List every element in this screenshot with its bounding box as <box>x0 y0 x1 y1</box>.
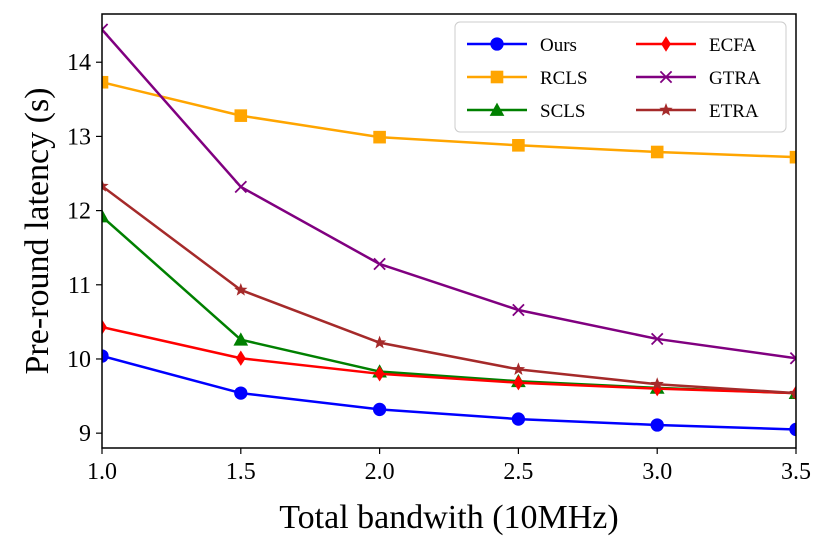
data-point-etra <box>789 386 796 399</box>
y-tick-label: 9 <box>79 421 91 447</box>
y-tick-label: 13 <box>67 124 91 150</box>
data-point-ours <box>372 402 387 417</box>
data-point-gtra <box>234 180 248 194</box>
series-gtra <box>102 23 796 365</box>
legend: Ours RCLS SCLS ECFA GTRA ETRA <box>454 21 787 133</box>
data-point-rcls <box>650 145 664 159</box>
x-tick-label: 3.0 <box>642 459 672 485</box>
series-line-ecfa <box>102 325 796 395</box>
data-point-ours <box>789 422 796 437</box>
legend-marker-gtra <box>659 70 673 84</box>
data-point-etra <box>511 362 526 376</box>
y-tick-label: 10 <box>67 347 91 373</box>
legend-marker-scls <box>489 102 505 116</box>
series-etra <box>102 179 796 399</box>
data-point-gtra <box>650 332 664 346</box>
data-point-rcls <box>373 130 386 144</box>
y-tick-label: 11 <box>68 273 91 299</box>
data-point-gtra <box>512 303 525 317</box>
data-point-ours <box>234 386 248 400</box>
y-tick-label: 12 <box>67 199 91 225</box>
legend-label: ECFA <box>709 35 756 56</box>
legend-label: SCLS <box>540 101 585 122</box>
legend-label: Ours <box>540 35 577 56</box>
legend-marker-rcls <box>490 70 504 84</box>
series-line-scls <box>102 215 796 395</box>
legend-item-ecfa: ECFA <box>636 35 756 56</box>
legend-box <box>454 21 787 133</box>
data-point-scls <box>102 209 110 223</box>
x-tick-label: 2.0 <box>365 459 395 485</box>
series-scls <box>102 209 796 399</box>
data-point-etra <box>234 282 248 296</box>
series-line-rcls <box>102 81 796 159</box>
y-tick-label: 14 <box>67 50 91 76</box>
legend-label: GTRA <box>709 68 761 89</box>
data-point-rcls <box>512 139 525 152</box>
data-point-ours <box>650 418 664 432</box>
legend-item-ours: Ours <box>467 35 577 56</box>
data-point-etra <box>650 377 664 390</box>
x-tick-label: 1.0 <box>87 459 117 485</box>
data-point-gtra <box>102 23 109 36</box>
x-axis-title: Total bandwith (10MHz) <box>279 499 618 536</box>
legend-label: ETRA <box>709 101 759 122</box>
data-point-rcls <box>102 75 109 89</box>
plot-area-frame <box>101 13 797 449</box>
legend-item-rcls: RCLS <box>467 68 588 89</box>
legend-item-scls: SCLS <box>467 101 585 122</box>
data-point-scls <box>233 332 249 346</box>
series-line-gtra <box>102 28 796 360</box>
data-point-ecfa <box>374 366 385 382</box>
series-line-ours <box>102 354 796 431</box>
series-line-etra <box>102 185 796 395</box>
axis-ticks: 1.0 1.5 2.0 2.5 3.0 3.5 9 10 11 12 13 14 <box>67 50 811 485</box>
legend-item-gtra: GTRA <box>636 68 761 89</box>
data-point-ecfa <box>513 375 524 391</box>
data-point-etra <box>102 179 109 192</box>
data-point-ours <box>102 349 109 363</box>
series-layer <box>102 23 796 437</box>
data-point-rcls <box>234 109 248 122</box>
legend-marker-ours <box>490 37 504 51</box>
data-point-gtra <box>373 257 386 271</box>
legend-marker-etra <box>659 103 673 116</box>
data-point-ecfa <box>235 350 246 366</box>
data-point-ours <box>511 412 526 426</box>
x-tick-label: 2.5 <box>503 459 533 485</box>
series-ours <box>102 349 796 437</box>
legend-marker-ecfa <box>661 36 671 52</box>
legend-label: RCLS <box>540 68 588 89</box>
data-point-etra <box>372 335 387 349</box>
legend-item-etra: ETRA <box>636 101 759 122</box>
y-axis-title: Pre-round latency (s) <box>19 87 56 374</box>
x-tick-label: 1.5 <box>226 459 256 485</box>
data-point-gtra <box>789 351 796 365</box>
series-rcls <box>102 75 796 164</box>
x-tick-label: 3.5 <box>781 459 811 485</box>
data-point-ecfa <box>102 319 107 335</box>
data-point-rcls <box>789 150 796 164</box>
